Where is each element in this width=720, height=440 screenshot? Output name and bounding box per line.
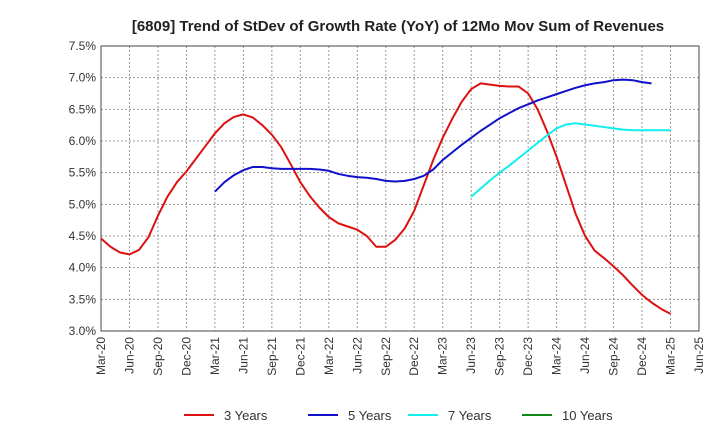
y-tick-label: 4.0% — [69, 261, 97, 275]
x-tick-label: Sep-23 — [493, 337, 507, 376]
x-tick-label: Mar-20 — [94, 337, 108, 375]
y-axis: 3.0% 3.5% 4.0% 4.5% 5.0% 5.5% 6.0% 6.5% 7.0% 7.5% — [69, 39, 97, 338]
series-line-3-years — [100, 82, 671, 315]
y-tick-label: 3.0% — [69, 324, 97, 338]
x-tick-label: Dec-24 — [635, 337, 649, 376]
x-tick-label: Jun-21 — [236, 337, 250, 374]
x-tick-label: Jun-24 — [578, 337, 592, 374]
x-tick-label: Sep-21 — [265, 337, 279, 376]
x-tick-label: Dec-22 — [407, 337, 421, 376]
x-tick-label: Dec-20 — [179, 337, 193, 376]
series-line-7-years — [470, 122, 671, 198]
x-tick-label: Dec-21 — [293, 337, 307, 376]
legend: 3 Years 5 Years 7 Years 10 Years — [184, 408, 613, 423]
legend-label: 7 Years — [448, 408, 492, 423]
x-tick-label: Mar-22 — [322, 337, 336, 375]
x-axis: Mar-20 Jun-20 Sep-20 Dec-20 Mar-21 Jun-21 Sep-… — [94, 337, 706, 376]
y-tick-label: 7.5% — [69, 39, 97, 53]
y-tick-label: 3.5% — [69, 292, 97, 306]
y-tick-label: 6.0% — [69, 134, 97, 148]
y-tick-label: 4.5% — [69, 229, 97, 243]
x-tick-label: Sep-20 — [151, 337, 165, 376]
y-tick-label: 6.5% — [69, 102, 97, 116]
y-tick-label: 7.0% — [69, 71, 97, 85]
x-tick-label: Dec-23 — [521, 337, 535, 376]
chart-title: [6809] Trend of StDev of Growth Rate (Yo… — [132, 18, 664, 35]
legend-label: 3 Years — [224, 408, 268, 423]
legend-label: 5 Years — [348, 408, 392, 423]
x-tick-label: Jun-25 — [692, 337, 706, 374]
x-tick-label: Jun-23 — [464, 337, 478, 374]
plot-frame — [100, 45, 700, 332]
series-lines — [100, 78, 671, 315]
series-line-5-years — [214, 78, 652, 193]
x-tick-label: Sep-24 — [607, 337, 621, 376]
legend-label: 10 Years — [562, 408, 613, 423]
x-tick-label: Sep-22 — [379, 337, 393, 376]
x-tick-label: Mar-23 — [436, 337, 450, 375]
x-tick-label: Mar-21 — [208, 337, 222, 375]
x-tick-label: Jun-20 — [122, 337, 136, 374]
x-tick-label: Mar-24 — [550, 337, 564, 375]
y-tick-label: 5.0% — [69, 197, 97, 211]
x-tick-label: Mar-25 — [664, 337, 678, 375]
y-tick-label: 5.5% — [69, 166, 97, 180]
x-tick-label: Jun-22 — [350, 337, 364, 374]
grid — [100, 45, 700, 332]
